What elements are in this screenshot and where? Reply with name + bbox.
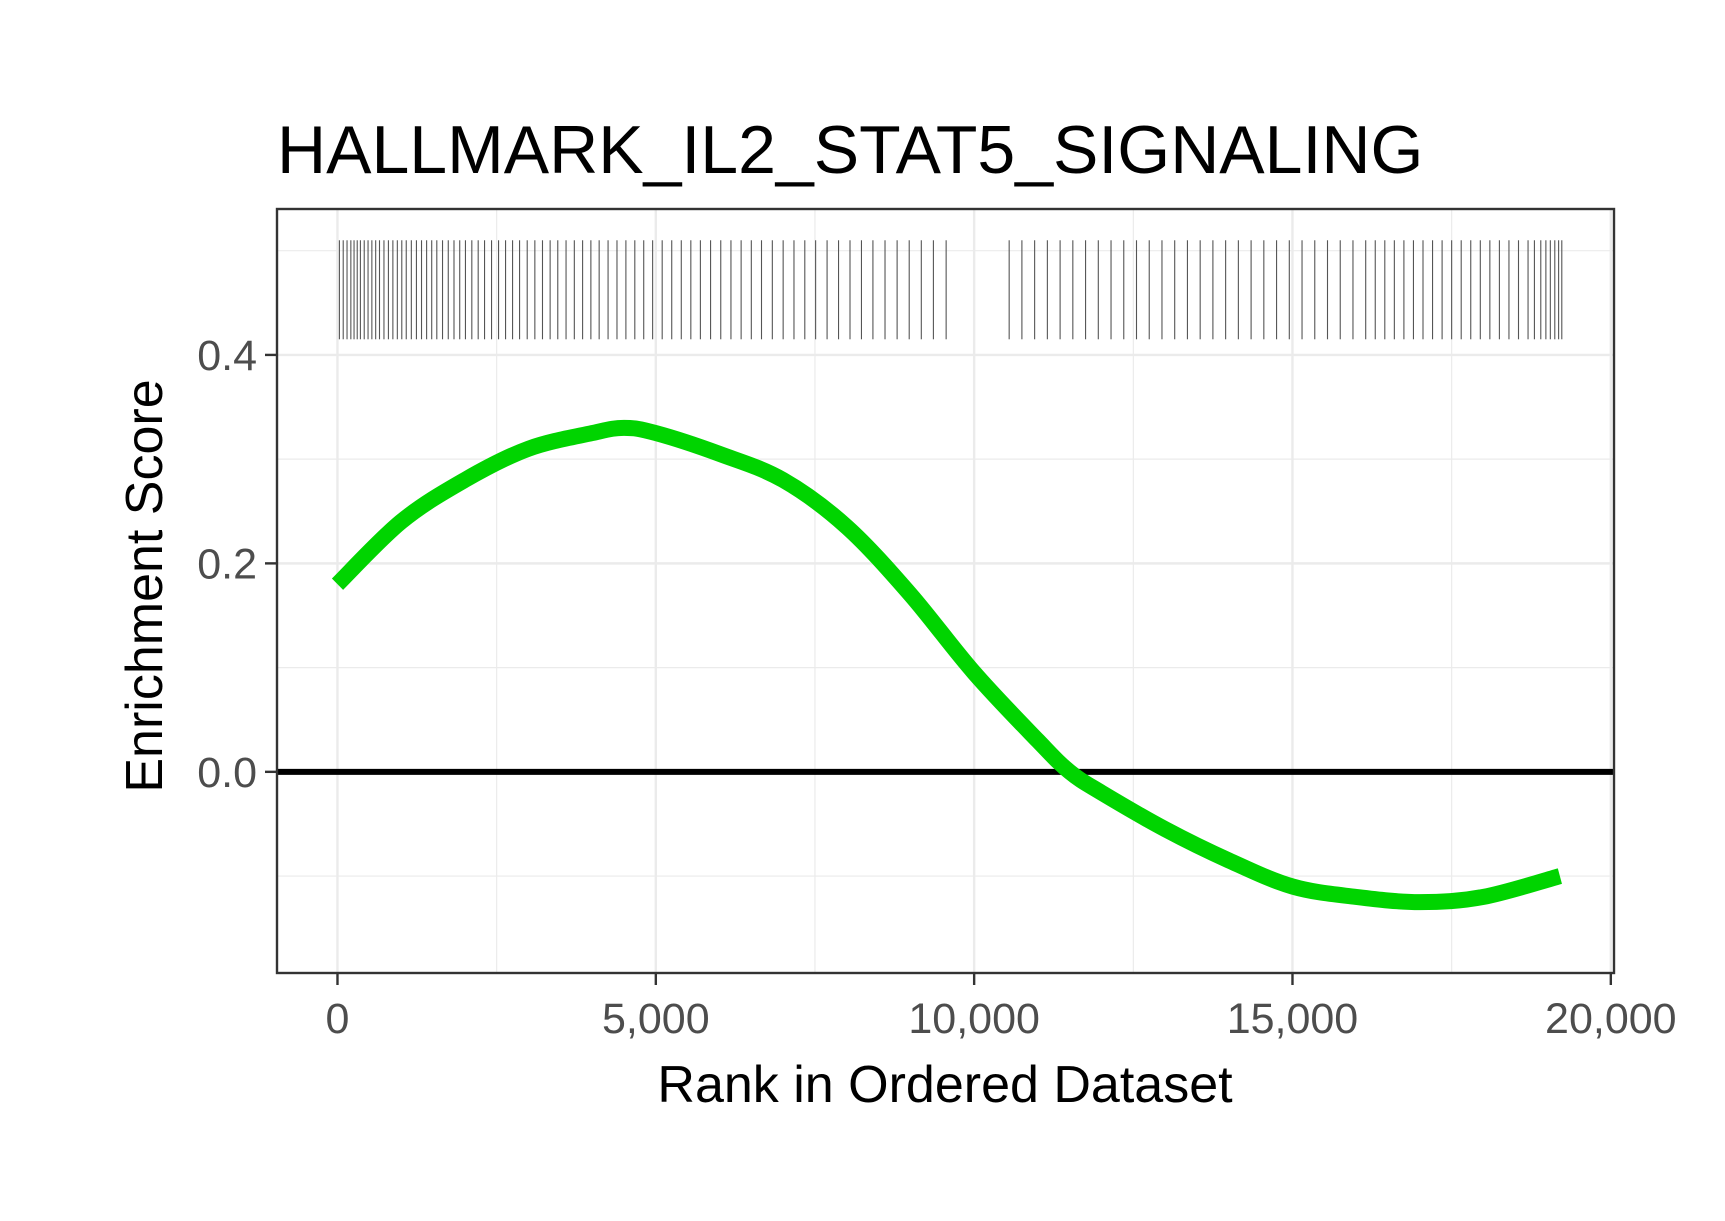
x-axis-title: Rank in Ordered Dataset (657, 1056, 1233, 1114)
y-tick-label: 0.2 (197, 540, 257, 588)
x-tick-label: 20,000 (1545, 995, 1677, 1043)
x-tick-label: 5,000 (602, 995, 710, 1043)
y-tick-label: 0.0 (197, 749, 257, 797)
x-axis: 0 5,000 10,000 15,000 20,000 (326, 973, 1677, 1043)
panel-border (275, 207, 1616, 975)
y-axis: 0.0 0.2 0.4 (197, 332, 277, 797)
chart-title: HALLMARK_IL2_STAT5_SIGNALING (277, 112, 1423, 188)
x-tick-label: 0 (326, 995, 350, 1043)
y-axis-title: Enrichment Score (116, 379, 174, 792)
enrichment-curve (331, 419, 1563, 911)
x-tick-label: 15,000 (1227, 995, 1359, 1043)
plot-panel (275, 207, 1616, 975)
y-tick-label: 0.4 (197, 332, 257, 380)
x-tick-label: 10,000 (908, 995, 1040, 1043)
